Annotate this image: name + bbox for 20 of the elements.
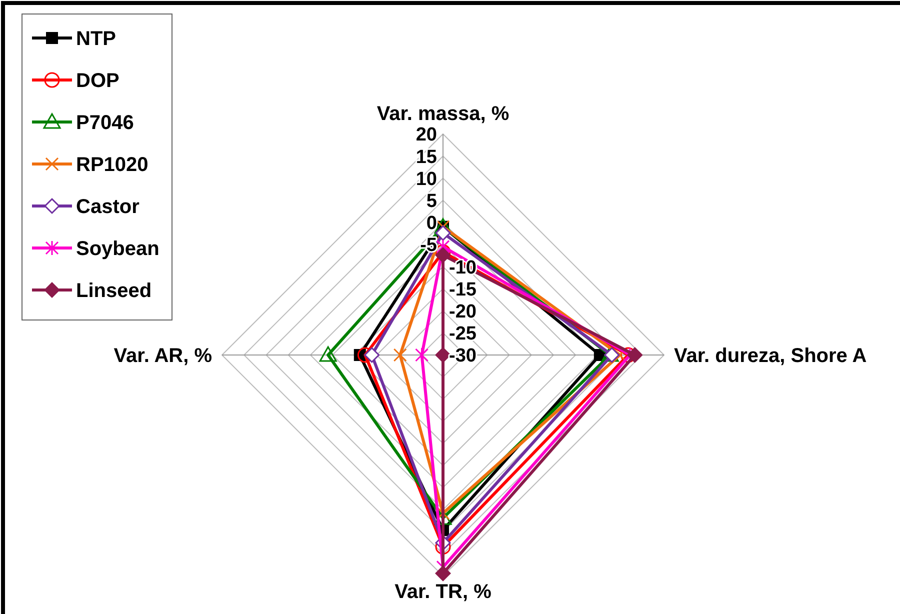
legend-label: Soybean [76, 238, 160, 260]
y-tick-label: -30 [449, 346, 476, 367]
spoke-label: Var. dureza, Shore A [674, 345, 867, 367]
legend-label: Castor [76, 196, 140, 218]
y-tick-label: -25 [449, 324, 477, 345]
spoke-label: Var. massa, % [376, 103, 510, 125]
y-tick-label: 0 [426, 213, 437, 234]
legend-label: NTP [76, 28, 116, 50]
y-tick-label: 5 [426, 190, 438, 212]
y-tick-label: 10 [416, 168, 437, 190]
y-tick-label: -15 [449, 279, 477, 300]
spoke-label: Var. TR, % [394, 581, 492, 603]
legend-label: P7046 [76, 112, 134, 134]
y-tick-label: 15 [416, 146, 438, 168]
legend-label: DOP [76, 70, 120, 92]
spoke-label: Var. AR, % [114, 345, 212, 367]
legend-label: RP1020 [76, 154, 148, 176]
y-tick-label: -20 [449, 301, 476, 322]
y-tick-label: 20 [416, 124, 437, 146]
legend-label: Linseed [76, 280, 152, 302]
